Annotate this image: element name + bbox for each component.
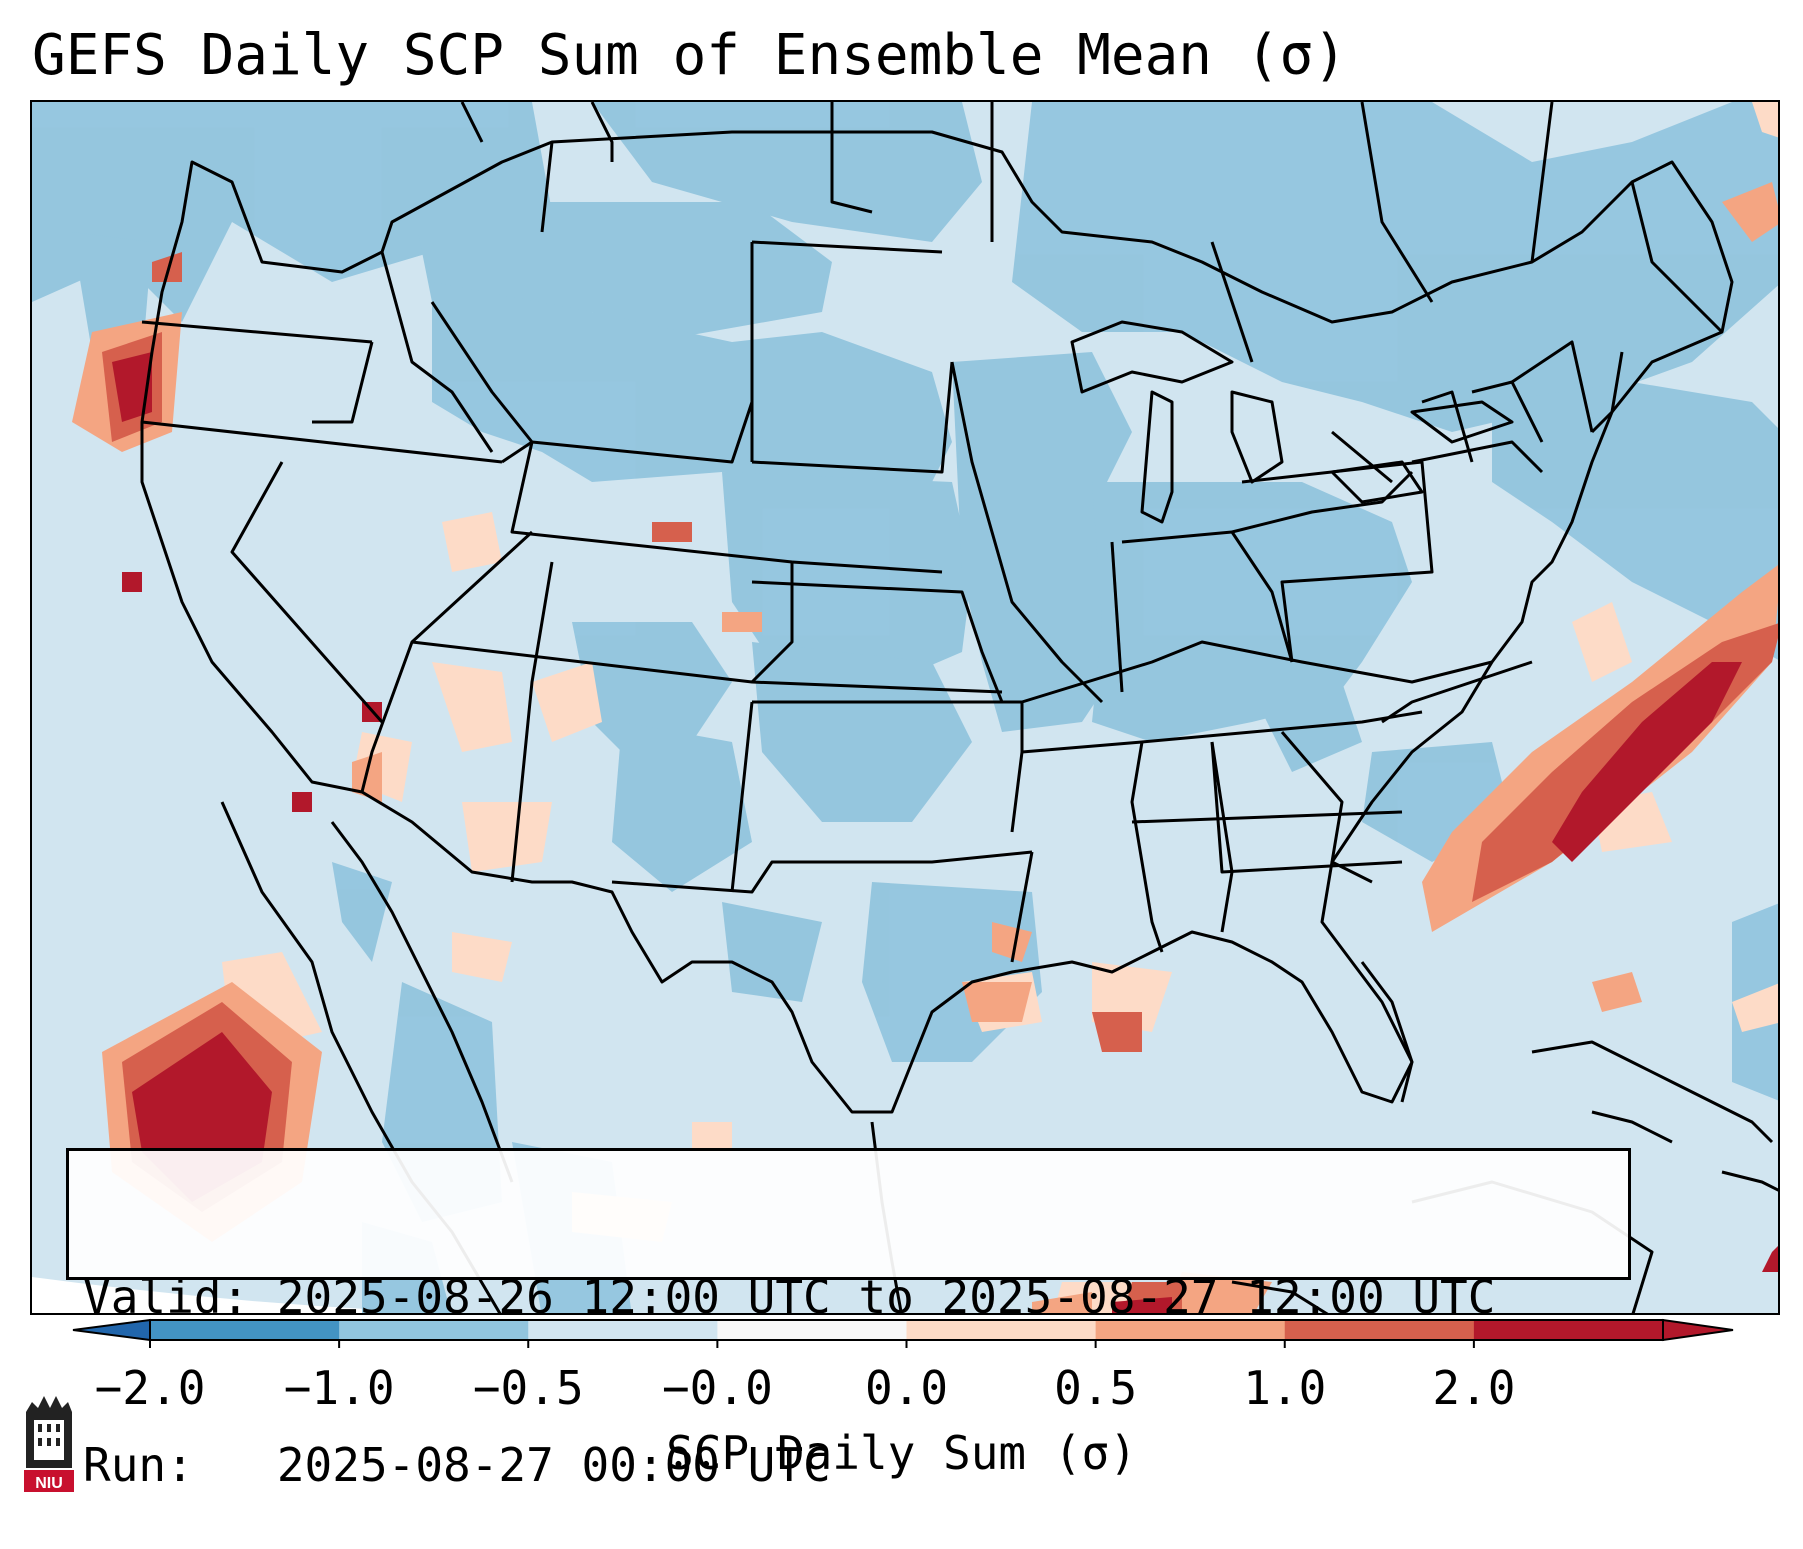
niu-tower-logo-icon: NIU: [24, 1396, 74, 1492]
map-title: GEFS Daily SCP Sum of Ensemble Mean (σ): [32, 23, 1347, 88]
colorbar-tick-label: −0.0: [661, 1361, 773, 1415]
state-boundaries: [140, 102, 1778, 1313]
colorbar-segment: [528, 1320, 718, 1340]
colorbar-segment: [906, 1320, 1097, 1340]
validity-info-box: Valid: 2025-08-26 12:00 UTC to 2025-08-2…: [66, 1148, 1631, 1492]
colorbar-tick-label: 2.0: [1432, 1361, 1516, 1415]
colorbar-under-triangle: [72, 1318, 151, 1342]
colorbar-tick-label: −2.0: [94, 1361, 206, 1415]
colorbar-tick-label: −0.5: [472, 1361, 584, 1415]
out-of-domain-area: [32, 1277, 443, 1313]
colorbar-segment: [1095, 1320, 1286, 1340]
colorbar-tick-label: −1.0: [283, 1361, 395, 1415]
colorbar-segment: [717, 1320, 907, 1340]
colorbar-tick-label: 0.0: [864, 1361, 949, 1415]
colorbar-ticks: [149, 1340, 1475, 1348]
colorbar-segment: [1473, 1320, 1664, 1340]
colorbar-segment: [150, 1320, 340, 1340]
colorbar-tick-label: 1.0: [1243, 1361, 1327, 1415]
map-panel[interactable]: [30, 100, 1780, 1315]
weak-negative-field: [32, 102, 1778, 1313]
colorbar-segments: [149, 1319, 1664, 1341]
conus-map: [32, 102, 1778, 1313]
colorbar: [72, 1318, 1734, 1348]
run-time-text: Run: 2025-08-27 00:00 UTC: [83, 1438, 831, 1492]
colorbar-tick-label: 0.5: [1054, 1361, 1138, 1415]
colorbar-segment: [1284, 1320, 1475, 1340]
colorbar-over-triangle: [1662, 1318, 1734, 1342]
colorbar-segment: [339, 1320, 529, 1340]
logo-text: NIU: [35, 1475, 63, 1492]
valid-time-text: Valid: 2025-08-26 12:00 UTC to 2025-08-2…: [83, 1270, 1496, 1324]
colorbar-title: SCP Daily Sum (σ): [666, 1426, 1137, 1480]
